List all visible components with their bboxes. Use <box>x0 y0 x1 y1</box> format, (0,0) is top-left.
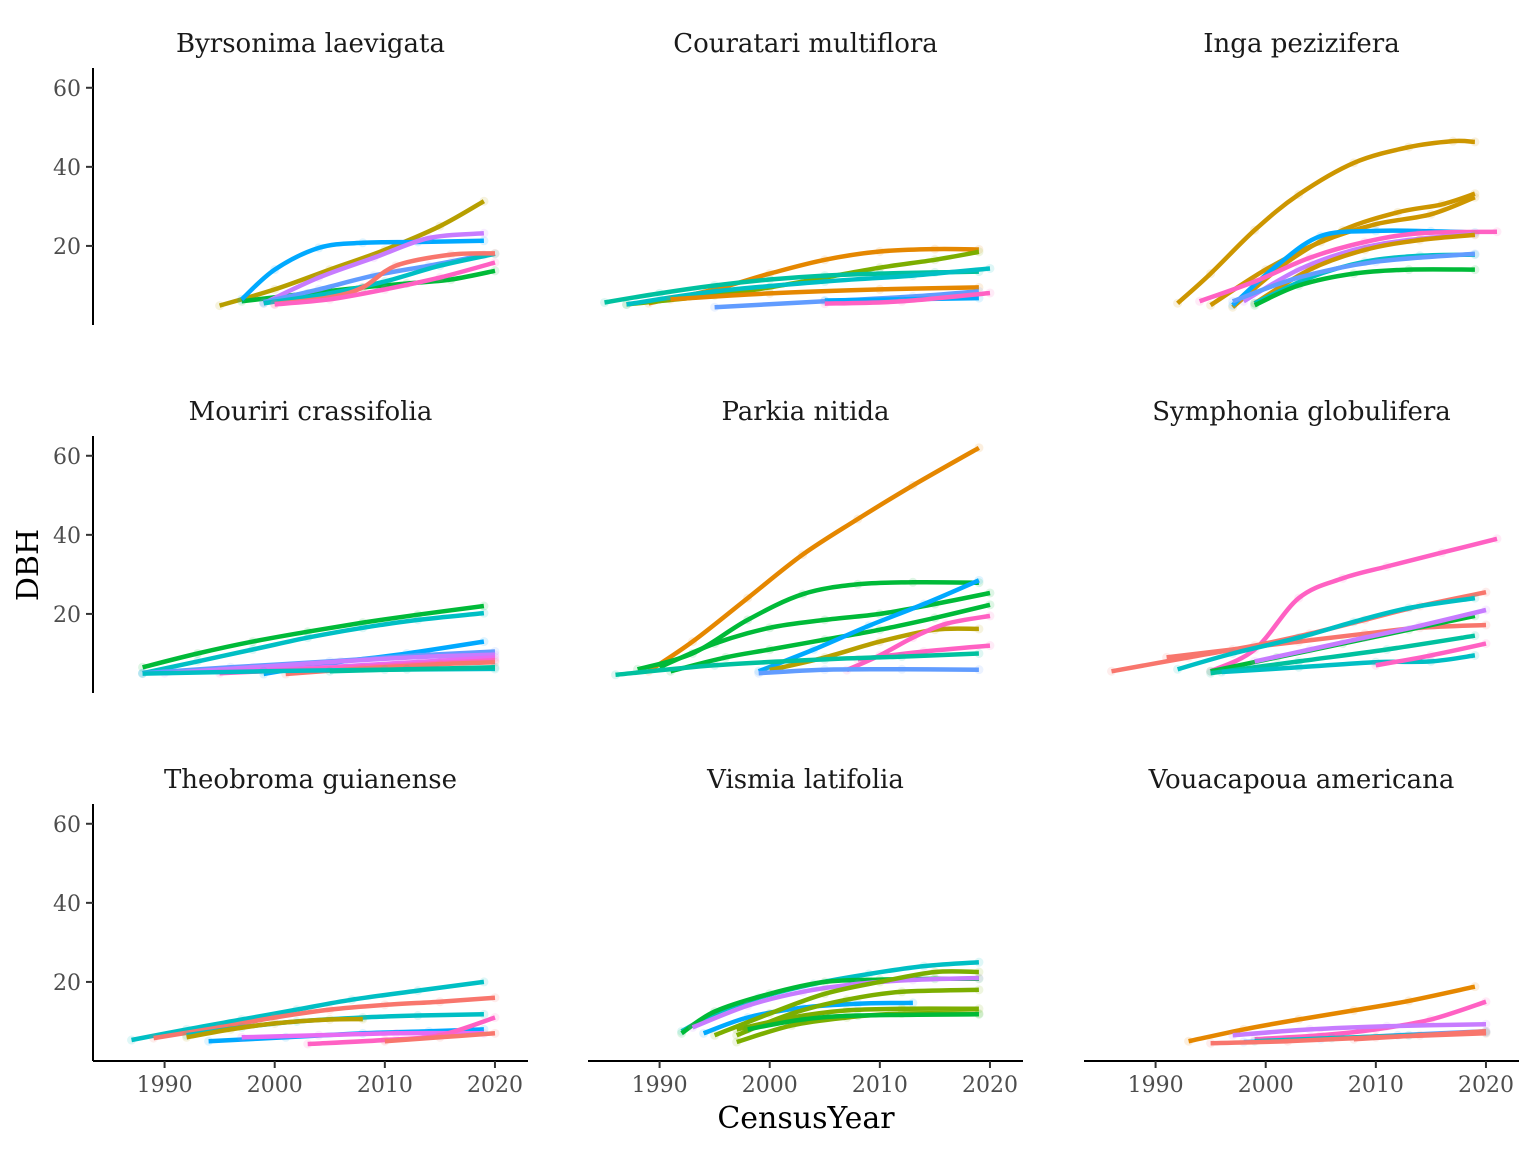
series-line <box>263 251 496 306</box>
y-tick-label: 40 <box>53 156 81 181</box>
series-line <box>1231 251 1476 304</box>
y-tick-label: 60 <box>53 445 81 470</box>
y-tick-label: 40 <box>53 524 81 549</box>
series-line <box>670 285 979 302</box>
series-line <box>240 238 484 301</box>
series-line <box>670 602 991 674</box>
x-tick-label: 2000 <box>247 1073 303 1098</box>
series-line <box>845 613 991 673</box>
x-tick-label: 2000 <box>1238 1073 1294 1098</box>
facet-panel: Parkia nitida <box>611 397 995 680</box>
series-line <box>824 290 991 306</box>
series-line <box>702 1000 913 1036</box>
facet-panel: Symphonia globulifera <box>1107 397 1502 678</box>
facet-title: Symphonia globulifera <box>1152 397 1451 427</box>
x-tick-label: 2010 <box>1348 1073 1404 1098</box>
series-line <box>1254 999 1487 1042</box>
y-tick-label: 60 <box>53 813 81 838</box>
series-line <box>736 1006 979 1032</box>
series-line <box>1198 229 1498 304</box>
series-line <box>1221 653 1476 675</box>
series-line <box>142 610 485 676</box>
facet-title: Theobroma guianense <box>164 765 457 795</box>
series-line <box>713 969 979 1038</box>
facet-title: Mouriri crassifolia <box>189 397 433 427</box>
series-line <box>658 590 991 670</box>
series-line <box>329 665 496 674</box>
facet-title: Inga pezizifera <box>1203 29 1399 59</box>
series-line <box>747 1012 979 1032</box>
y-tick-label: 20 <box>53 235 81 260</box>
x-tick-label: 1990 <box>632 1073 688 1098</box>
series-line <box>615 651 979 678</box>
x-tick-label: 1990 <box>1128 1073 1184 1098</box>
series-line <box>274 260 496 307</box>
y-tick-label: 20 <box>53 971 81 996</box>
series-line <box>142 603 485 670</box>
facet-panel: Theobroma guianense 20 40 60 1990 2000 2010 202… <box>53 765 528 1098</box>
facet-title: Byrsonima laevigata <box>176 29 445 59</box>
series-line <box>1176 595 1476 672</box>
series-line <box>1254 607 1487 664</box>
y-tick-label: 60 <box>53 77 81 102</box>
series-line <box>1210 633 1476 676</box>
x-tick-label: 2010 <box>357 1073 413 1098</box>
series-line <box>1253 267 1475 308</box>
series-line <box>153 995 496 1041</box>
x-tick-label: 2020 <box>1458 1073 1514 1098</box>
y-tick-label: 20 <box>53 603 81 628</box>
series-line <box>1375 641 1487 668</box>
facet-panel: Byrsonima laevigata 20 40 60 <box>53 29 500 325</box>
facet-panel: Couratari multiflora <box>600 29 995 312</box>
series-line <box>626 266 991 307</box>
series-line <box>1353 1029 1487 1042</box>
facet-title: Vismia latifolia <box>706 765 904 795</box>
x-tick-label: 1990 <box>137 1073 193 1098</box>
facet-panel: Vouacapoua americana 1990 2000 2010 2020 <box>1084 765 1519 1098</box>
series-line <box>758 666 979 676</box>
facet-panel: Mouriri crassifolia 20 40 60 <box>53 397 500 693</box>
series-line <box>647 445 981 674</box>
x-tick-label: 2020 <box>962 1073 1018 1098</box>
facet-title: Couratari multiflora <box>673 29 938 59</box>
series-line <box>384 1031 496 1044</box>
x-tick-label: 2020 <box>467 1073 523 1098</box>
y-axis-title: DBH <box>11 529 46 601</box>
series-line <box>691 975 979 1030</box>
y-tick-label: 40 <box>53 892 81 917</box>
facet-title: Parkia nitida <box>721 397 889 427</box>
x-tick-label: 2000 <box>742 1073 798 1098</box>
series-line <box>262 231 485 306</box>
facet-panel: Inga pezizifera <box>1173 29 1502 312</box>
x-tick-label: 2010 <box>852 1073 908 1098</box>
series-line <box>186 1016 363 1040</box>
series-line <box>1176 138 1476 305</box>
series-line <box>1232 1021 1487 1038</box>
x-axis-title: CensusYear <box>717 1101 895 1136</box>
facet-title: Vouacapoua americana <box>1148 765 1455 795</box>
series-line <box>1188 984 1476 1044</box>
series-line <box>131 979 485 1043</box>
facet-panel: Vismia latifolia 1990 2000 2010 2020 <box>588 765 1023 1098</box>
series-line <box>218 199 486 308</box>
series-line <box>757 578 980 674</box>
